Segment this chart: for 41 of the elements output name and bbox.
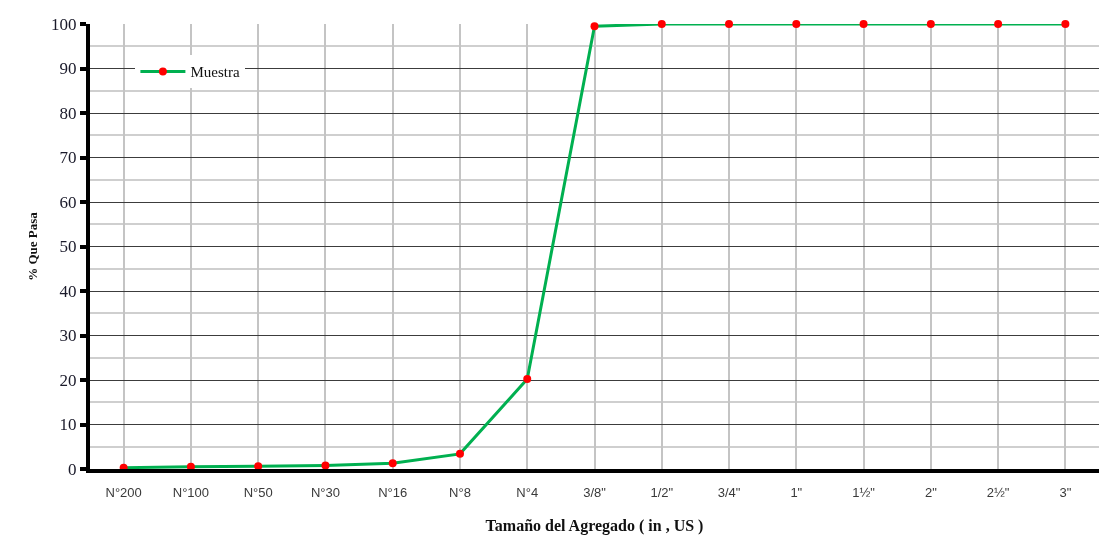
y-tick-label: 30 bbox=[59, 326, 77, 346]
x-tick-label: N°200 bbox=[105, 484, 142, 500]
y-axis-title: % Que Pasa bbox=[24, 211, 40, 281]
y-tick-label: 0 bbox=[68, 459, 77, 479]
point bbox=[523, 375, 532, 384]
x-tick-label: N°30 bbox=[310, 484, 340, 500]
y-tick-label: 20 bbox=[59, 370, 77, 390]
y-tick-label: 40 bbox=[59, 281, 77, 301]
x-tick-label: 2" bbox=[924, 484, 938, 500]
x-tick-label: 3" bbox=[1059, 484, 1072, 500]
y-tick-label: 80 bbox=[59, 103, 77, 123]
y-tick-label: 90 bbox=[59, 59, 77, 79]
point bbox=[1061, 20, 1070, 28]
x-tick-label: 2½" bbox=[986, 484, 1010, 500]
y-tick-label: 60 bbox=[59, 192, 77, 212]
point bbox=[657, 20, 666, 28]
y-tick-label: 70 bbox=[59, 148, 77, 168]
x-tick-label: N°50 bbox=[243, 484, 273, 500]
point bbox=[455, 449, 464, 458]
x-tick-label: N°16 bbox=[378, 484, 408, 500]
x-tick-label: 1/2" bbox=[650, 484, 674, 500]
x-tick-label: 3/4" bbox=[717, 484, 741, 500]
point bbox=[792, 20, 801, 28]
legend-label: Muestra bbox=[190, 64, 240, 81]
point bbox=[590, 22, 599, 31]
point bbox=[859, 20, 868, 28]
x-tick-label: 1" bbox=[790, 484, 803, 500]
x-tick-label: 3/8" bbox=[583, 484, 607, 500]
point bbox=[725, 20, 734, 28]
point bbox=[321, 461, 330, 470]
point bbox=[388, 459, 397, 468]
x-tick-label: N°8 bbox=[449, 484, 471, 500]
x-tick-label: 1½" bbox=[852, 484, 876, 500]
point bbox=[926, 20, 935, 28]
x-tick-label: N°4 bbox=[516, 484, 539, 500]
y-tick-label: 100 bbox=[51, 14, 77, 34]
point bbox=[994, 20, 1003, 28]
y-tick-label: 50 bbox=[59, 237, 77, 257]
x-tick-label: N°100 bbox=[172, 484, 210, 500]
y-tick-label: 10 bbox=[59, 415, 77, 435]
x-axis-title: Tamaño del Agregado ( in , US ) bbox=[485, 516, 704, 535]
